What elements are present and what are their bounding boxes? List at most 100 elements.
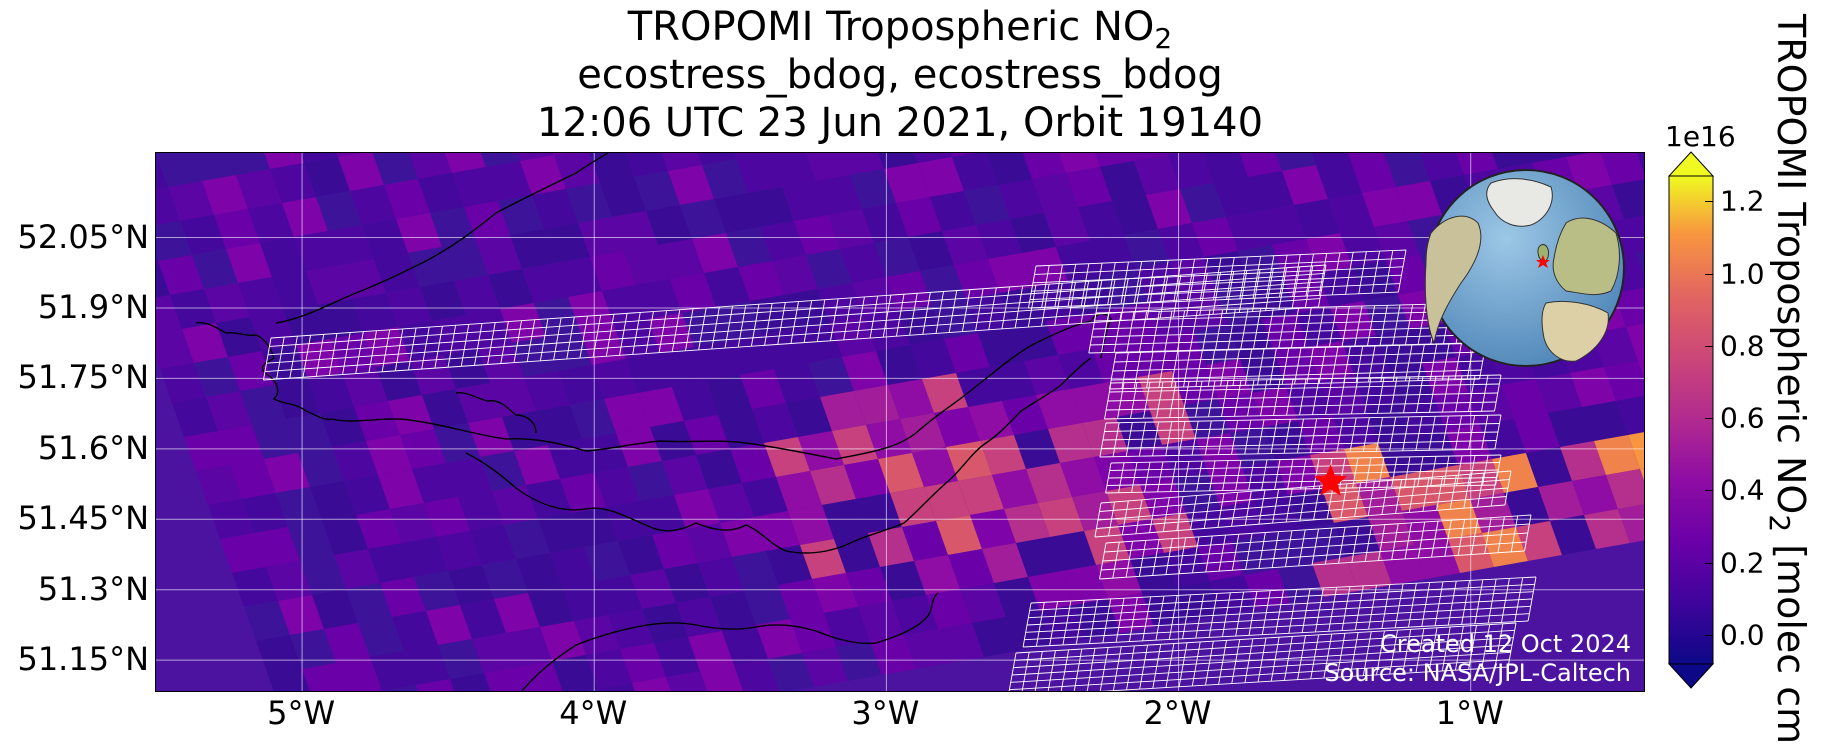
no2-pixel bbox=[661, 153, 702, 171]
no2-pixel bbox=[1095, 153, 1134, 167]
no2-pixel bbox=[1002, 395, 1048, 435]
no2-pixel bbox=[1380, 545, 1426, 585]
no2-pixel bbox=[206, 391, 252, 431]
no2-pixel bbox=[184, 431, 230, 471]
no2-pixel bbox=[366, 435, 412, 475]
coastline-severn-estuary bbox=[1090, 313, 1112, 359]
no2-pixel bbox=[390, 503, 436, 543]
no2-pixel bbox=[1330, 301, 1376, 341]
no2-pixel bbox=[778, 579, 824, 619]
source-credit: Source: NASA/JPL-Caltech bbox=[1324, 659, 1631, 687]
no2-pixel bbox=[692, 233, 738, 273]
no2-pixel bbox=[868, 527, 914, 567]
no2-pixel bbox=[220, 533, 266, 573]
lat-tick-label: 51.15°N bbox=[17, 640, 149, 679]
no2-pixel bbox=[580, 325, 626, 365]
swath-strip bbox=[262, 264, 1327, 381]
no2-pixel bbox=[828, 209, 874, 249]
no2-pixel bbox=[304, 157, 350, 197]
no2-pixel bbox=[942, 225, 988, 265]
no2-pixel bbox=[286, 413, 332, 453]
no2-pixel bbox=[948, 549, 994, 589]
no2-pixel bbox=[684, 415, 730, 455]
no2-pixel bbox=[192, 153, 236, 181]
no2-pixel bbox=[1096, 559, 1142, 599]
no2-pixel bbox=[1614, 287, 1644, 327]
no2-pixel bbox=[156, 153, 168, 190]
no2-pixel bbox=[328, 225, 374, 265]
no2-pixel bbox=[722, 625, 768, 665]
no2-pixel bbox=[680, 199, 726, 239]
no2-pixel bbox=[876, 345, 922, 385]
no2-pixel bbox=[920, 265, 966, 305]
no2-pixel bbox=[1275, 153, 1316, 171]
no2-pixel bbox=[278, 595, 324, 635]
no2-pixel bbox=[552, 655, 598, 691]
no2-pixel bbox=[342, 367, 388, 407]
no2-pixel bbox=[976, 219, 1022, 259]
no2-pixel bbox=[510, 229, 556, 269]
no2-pixel bbox=[456, 383, 502, 423]
no2-pixel bbox=[914, 153, 952, 163]
no2-pixel bbox=[964, 185, 1010, 225]
no2-pixel bbox=[582, 433, 628, 473]
no2-pixel bbox=[408, 247, 454, 287]
no2-pixel bbox=[824, 607, 870, 647]
no2-pixel bbox=[840, 243, 886, 283]
no2-pixel bbox=[1594, 435, 1640, 475]
no2-pixel bbox=[1210, 575, 1256, 615]
no2-pixel bbox=[1388, 363, 1434, 403]
no2-pixel bbox=[486, 161, 532, 201]
no2-pixel bbox=[926, 589, 972, 629]
no2-pixel bbox=[710, 591, 756, 631]
no2-pixel bbox=[160, 363, 206, 403]
colorbar bbox=[1668, 151, 1714, 689]
no2-pixel bbox=[1232, 535, 1278, 575]
no2-pixel bbox=[232, 567, 278, 607]
no2-pixel bbox=[924, 481, 970, 521]
no2-pixel bbox=[874, 237, 920, 277]
site-star-marker[interactable] bbox=[1314, 464, 1347, 496]
no2-pixel bbox=[408, 153, 452, 179]
no2-pixel bbox=[498, 195, 544, 235]
no2-pixel bbox=[1220, 501, 1266, 541]
no2-pixel bbox=[834, 533, 880, 573]
no2-pixel bbox=[524, 371, 570, 411]
no2-pixel bbox=[378, 469, 424, 509]
created-credit: Created 12 Oct 2024 bbox=[1380, 630, 1631, 658]
no2-pixel bbox=[956, 367, 1002, 407]
no2-pixel bbox=[156, 187, 180, 226]
no2-pixel bbox=[432, 315, 478, 355]
swath-strip bbox=[1088, 302, 1477, 354]
colorbar-tick-mark bbox=[1705, 418, 1713, 420]
no2-pixel bbox=[1354, 369, 1400, 409]
no2-pixel bbox=[700, 665, 744, 691]
no2-pixel bbox=[1626, 323, 1644, 361]
no2-pixel bbox=[216, 317, 262, 357]
no2-pixel bbox=[1164, 547, 1210, 587]
no2-pixel bbox=[264, 153, 304, 169]
no2-pixel bbox=[472, 633, 518, 673]
no2-pixel bbox=[574, 615, 620, 655]
no2-pixel bbox=[414, 571, 460, 611]
no2-pixel bbox=[256, 635, 302, 675]
no2-pixel bbox=[516, 553, 562, 593]
no2-pixel bbox=[844, 459, 890, 499]
no2-pixel bbox=[762, 329, 808, 369]
no2-pixel bbox=[696, 449, 742, 489]
map-canvas bbox=[156, 153, 1644, 691]
no2-pixel bbox=[1612, 179, 1644, 219]
no2-pixel bbox=[520, 155, 566, 195]
no2-pixel bbox=[1628, 432, 1644, 469]
map-plot-area[interactable] bbox=[155, 152, 1645, 692]
no2-pixel bbox=[484, 667, 527, 691]
no2-pixel bbox=[652, 529, 698, 569]
no2-pixel bbox=[1526, 447, 1572, 487]
no2-pixel bbox=[156, 295, 182, 334]
chart-subtitle: ecostress_bdog, ecostress_bdog bbox=[577, 52, 1223, 98]
no2-pixel bbox=[392, 611, 438, 651]
no2-pixel bbox=[1058, 153, 1100, 173]
no2-pixel bbox=[238, 277, 284, 317]
no2-pixel bbox=[322, 515, 368, 555]
no2-pixel bbox=[156, 221, 192, 261]
